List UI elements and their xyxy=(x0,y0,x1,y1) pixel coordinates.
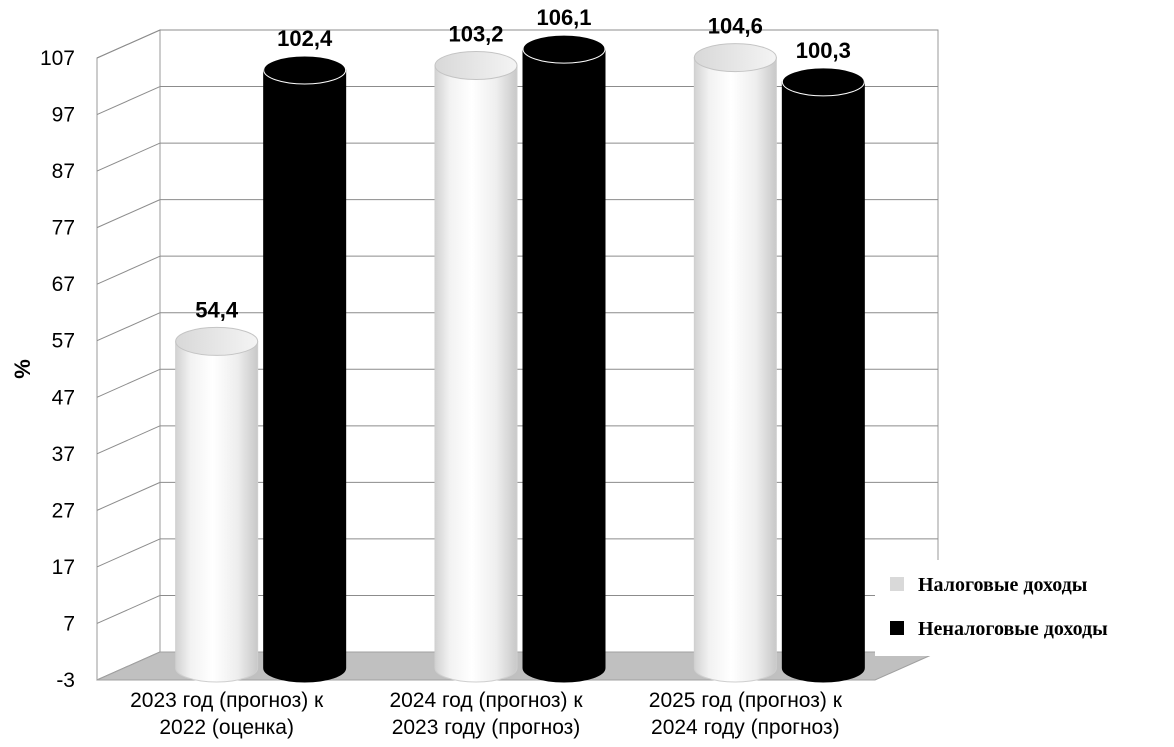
y-tick-label: 107 xyxy=(40,47,75,70)
bar-cylinder xyxy=(263,69,347,683)
legend-swatch xyxy=(890,621,904,635)
gridline-side xyxy=(96,86,161,116)
bar-top xyxy=(781,67,865,97)
gridline-side xyxy=(96,425,161,455)
x-category-label-line: 2022 (оценка) xyxy=(159,716,294,739)
gridline-side xyxy=(96,594,161,624)
data-label: 106,1 xyxy=(536,5,591,30)
y-tick-label: 57 xyxy=(52,330,75,353)
data-label: 54,4 xyxy=(195,297,239,322)
gridline-side xyxy=(96,199,161,229)
bar-cylinder xyxy=(175,340,259,683)
chart-labels: % 54,4 102,4 2023 год (прогноз) к 2022 (оцен… xyxy=(10,5,851,739)
bar-cylinder xyxy=(434,64,518,683)
y-tick-label: 7 xyxy=(63,612,75,635)
bar-top xyxy=(175,326,259,356)
y-tick-label: 67 xyxy=(52,273,75,296)
gridline-side xyxy=(96,481,161,511)
bar-top xyxy=(522,34,606,64)
bar-top xyxy=(693,43,777,73)
bar-cylinder xyxy=(693,57,777,683)
side-wall xyxy=(96,29,161,681)
y-tick-label: 97 xyxy=(52,104,75,127)
gridline-side xyxy=(96,312,161,342)
y-tick-label: 77 xyxy=(52,217,75,240)
legend-label: Неналоговые доходы xyxy=(918,618,1108,640)
data-label: 102,4 xyxy=(277,26,333,51)
x-category-label: 2024 год (прогноз) к 2023 году (прогноз) xyxy=(389,689,583,739)
chart-bars xyxy=(175,34,865,683)
chart-legend: Налоговые доходы Неналоговые доходы xyxy=(875,560,1174,656)
gridline-side xyxy=(96,29,161,59)
y-tick-label: 27 xyxy=(52,499,75,522)
x-category-label-line: 2024 году (прогноз) xyxy=(651,716,840,739)
legend-label: Налоговые доходы xyxy=(918,574,1088,596)
gridline-side xyxy=(96,142,161,172)
y-tick-label: 17 xyxy=(52,556,75,579)
data-label: 103,2 xyxy=(448,21,503,46)
x-category-label-line: 2025 год (прогноз) к xyxy=(649,689,843,712)
y-tick-label: 87 xyxy=(52,160,75,183)
data-label: 100,3 xyxy=(796,38,851,63)
y-tick-label: 37 xyxy=(52,443,75,466)
bar-cylinder xyxy=(781,81,865,683)
x-category-label-line: 2023 год (прогноз) к xyxy=(130,689,324,712)
x-category-label-line: 2023 году (прогноз) xyxy=(392,716,581,739)
legend-swatch xyxy=(890,577,904,591)
bar-cylinder xyxy=(522,48,606,683)
gridline-side xyxy=(96,368,161,398)
y-axis-title: % xyxy=(10,359,35,379)
y-tick-label: 47 xyxy=(52,386,75,409)
x-category-label: 2025 год (прогноз) к 2024 году (прогноз) xyxy=(649,689,843,739)
x-category-label: 2023 год (прогноз) к 2022 (оценка) xyxy=(130,689,324,739)
x-category-label-line: 2024 год (прогноз) к xyxy=(389,689,583,712)
legend-box xyxy=(875,560,1174,656)
gridline-side xyxy=(96,255,161,285)
bar-top xyxy=(434,50,518,80)
gridline-side xyxy=(96,538,161,568)
bar-top xyxy=(263,55,347,85)
y-tick-label: -3 xyxy=(56,669,75,692)
data-label: 104,6 xyxy=(708,14,763,39)
